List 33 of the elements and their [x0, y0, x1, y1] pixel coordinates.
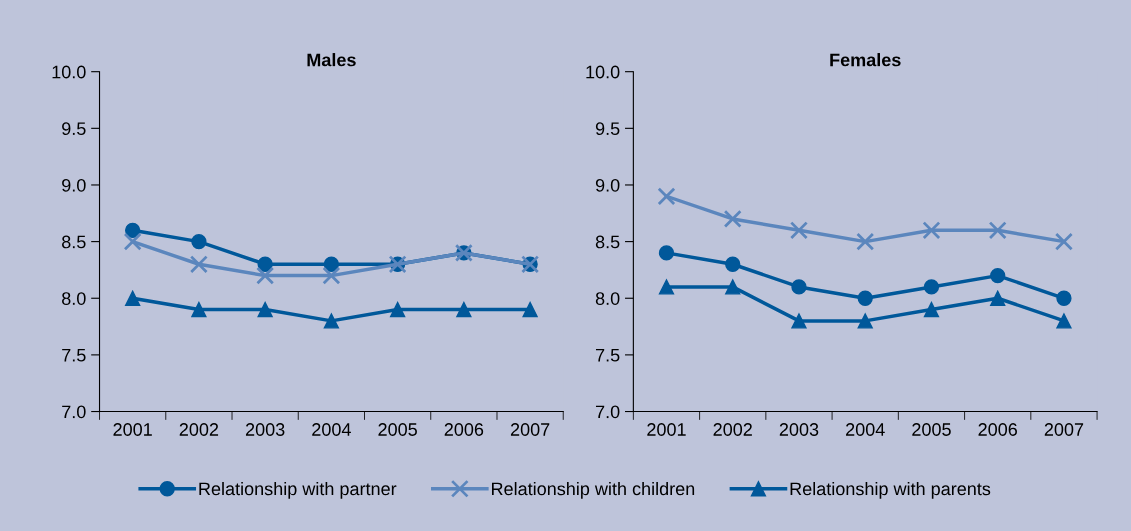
y-tick-label: 8.0	[595, 292, 620, 305]
y-tick-label: 7.0	[62, 405, 86, 419]
y-tick-label: 9.0	[62, 178, 86, 192]
legend-label: Relationship with partner	[199, 481, 397, 499]
x-tick-label: 2004	[846, 423, 885, 436]
chart-title: Females	[830, 53, 901, 67]
y-tick-label: 8.5	[62, 235, 86, 249]
x-tick-label: 2003	[779, 423, 819, 436]
x-tick-label: 2007	[1044, 423, 1084, 436]
x-tick-label: 2002	[713, 423, 752, 436]
x-tick-label: 2002	[179, 423, 219, 436]
x-tick-label: 2001	[647, 423, 686, 436]
chart-title: Males	[307, 53, 356, 67]
x-tick-label: 2005	[378, 423, 417, 436]
x-tick-label: 2005	[912, 423, 951, 436]
x-tick-label: 2006	[978, 423, 1017, 436]
x-tick-label: 2003	[245, 423, 285, 436]
x-tick-label: 2001	[113, 423, 152, 436]
y-tick-label: 7.0	[595, 405, 620, 419]
y-tick-label: 9.5	[62, 122, 86, 136]
x-tick-label: 2006	[444, 423, 484, 436]
y-tick-label: 9.0	[595, 178, 620, 192]
y-tick-label: 8.0	[62, 292, 86, 305]
legend-label: Relationship with parents	[790, 481, 991, 499]
x-tick-label: 2007	[510, 423, 550, 436]
y-tick-label: 10.0	[52, 65, 86, 79]
legend-label: Relationship with children	[492, 481, 695, 499]
y-tick-label: 7.5	[62, 349, 86, 362]
y-tick-label: 7.5	[595, 349, 620, 362]
y-tick-label: 8.5	[595, 235, 620, 249]
x-tick-label: 2004	[312, 423, 351, 436]
y-tick-label: 10.0	[586, 65, 620, 79]
y-tick-label: 9.5	[595, 122, 620, 136]
